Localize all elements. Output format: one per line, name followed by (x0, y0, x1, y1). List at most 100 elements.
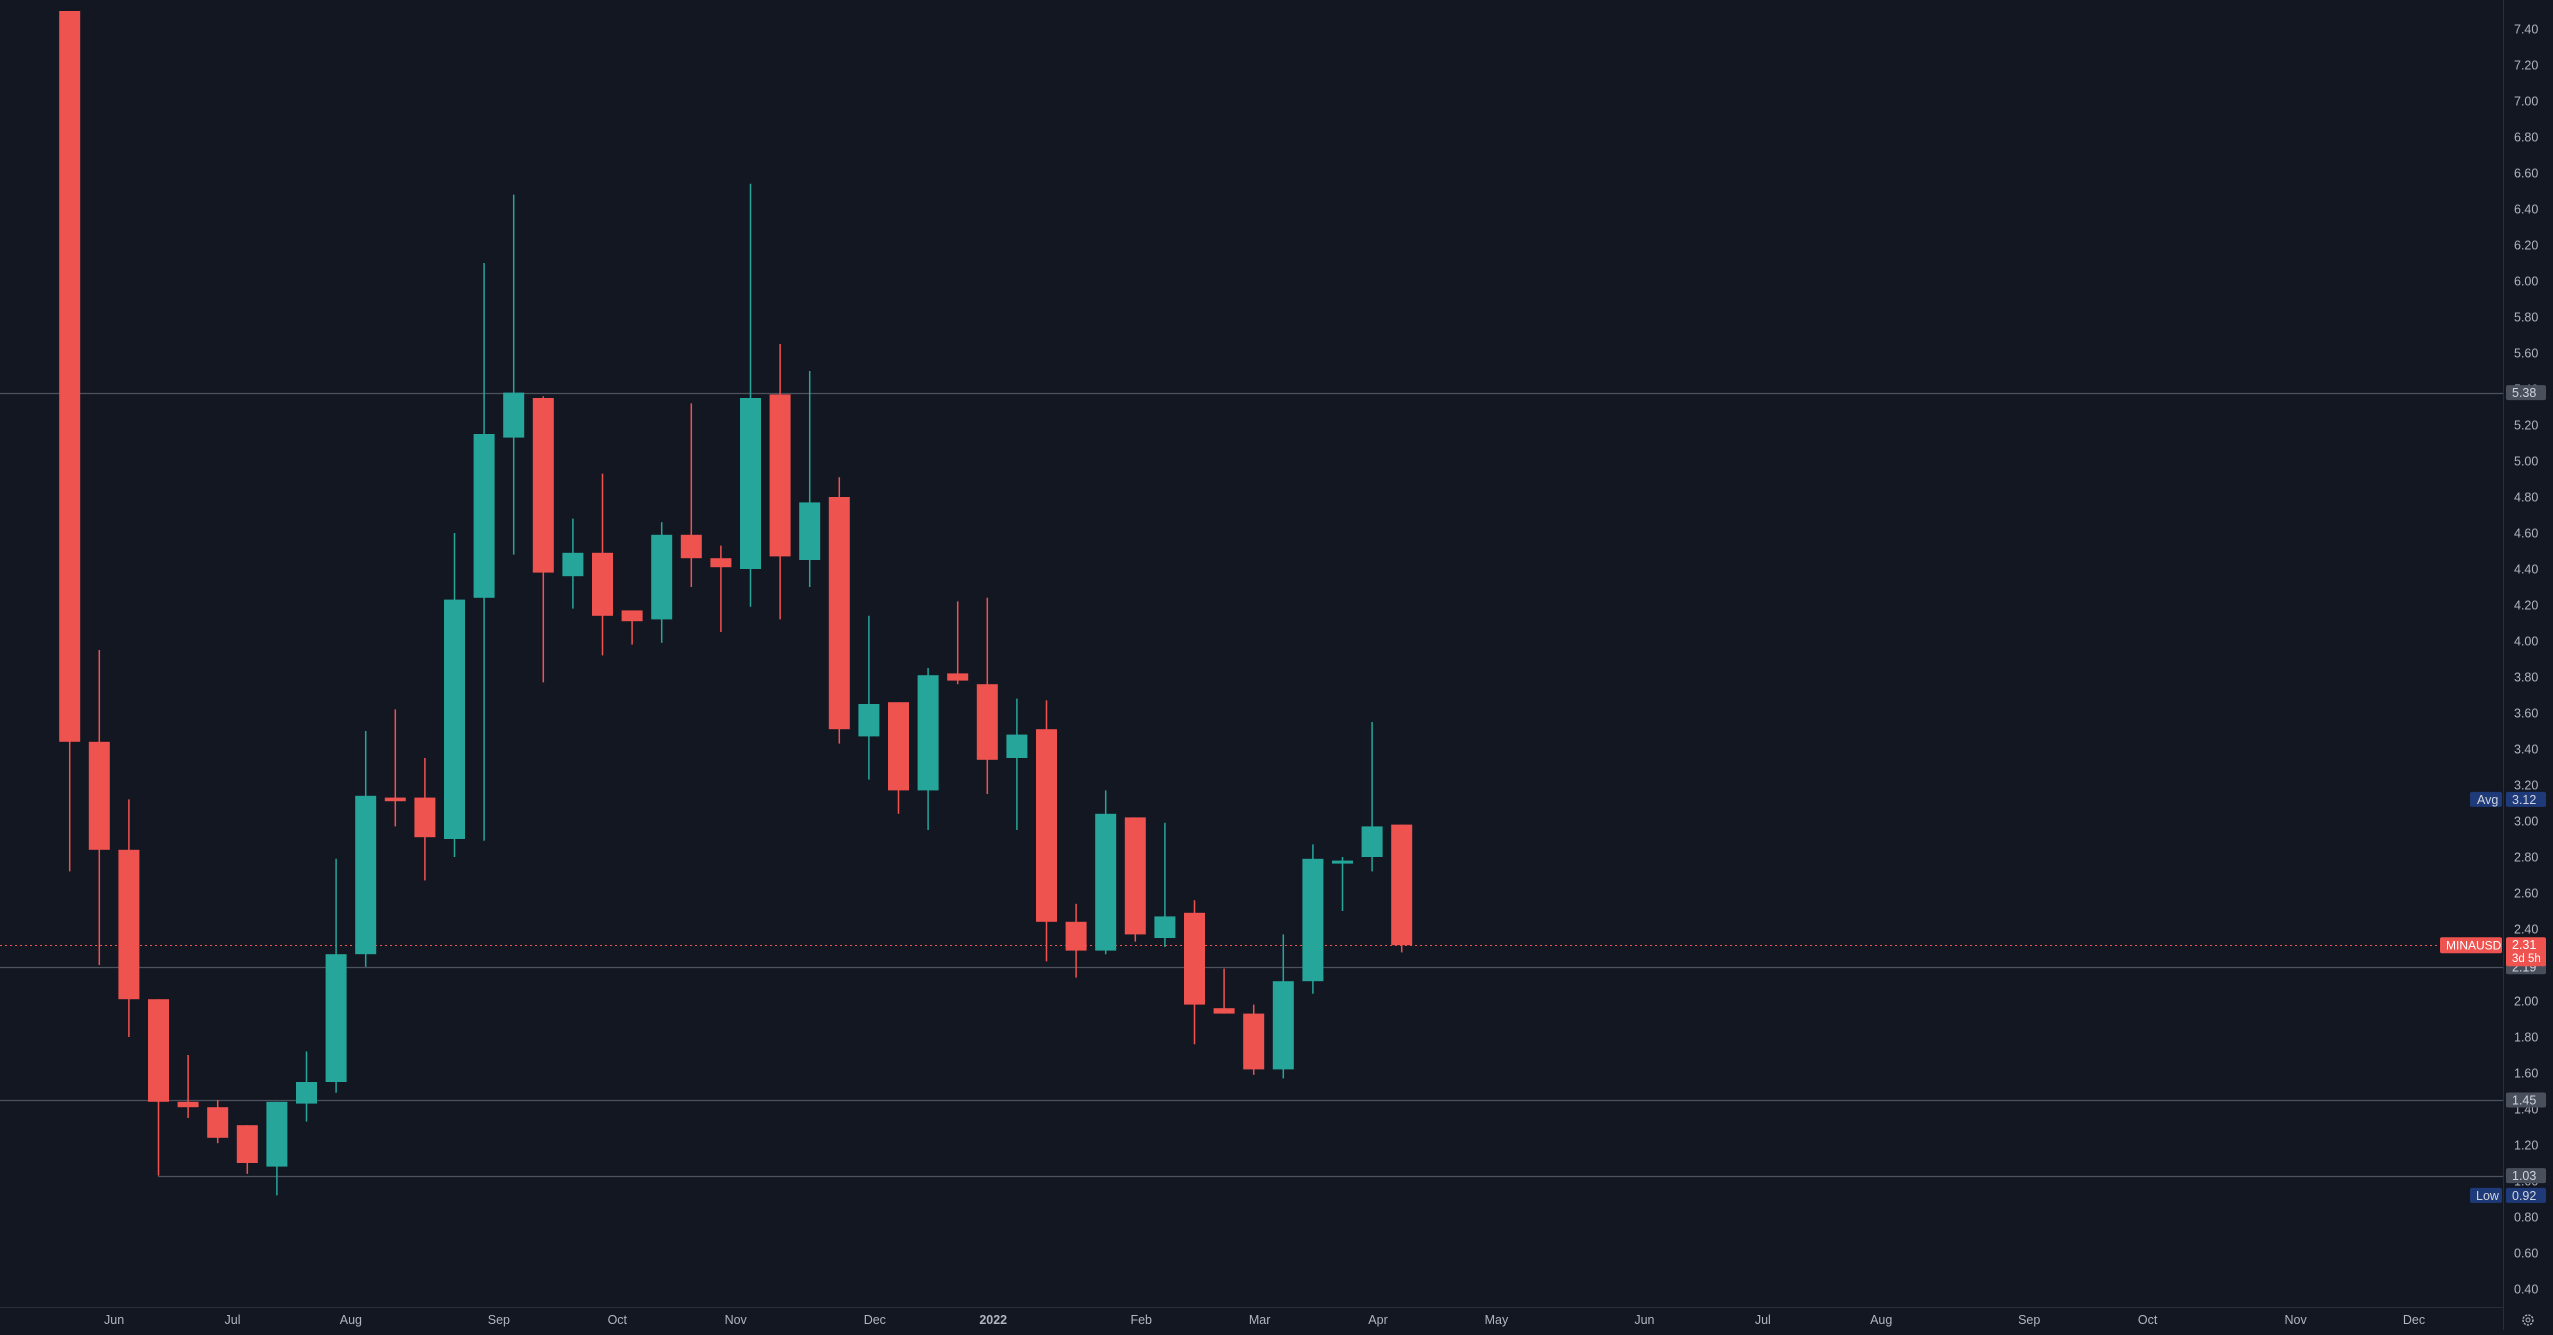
candle-down[interactable] (888, 702, 909, 791)
price-tick-label: 3.20 (2514, 779, 2538, 793)
candle-down[interactable] (680, 534, 702, 559)
candle-down[interactable] (1065, 921, 1087, 951)
candle-down[interactable] (88, 741, 110, 850)
candle-down[interactable] (828, 497, 850, 730)
avg-tag-bg (2470, 791, 2502, 807)
price-tick-label: 3.60 (2514, 707, 2538, 721)
price-tick-label: 0.60 (2514, 1247, 2538, 1261)
time-tick-label: Jul (1755, 1313, 1771, 1327)
candle-up[interactable] (1272, 981, 1294, 1070)
candle-up[interactable] (1302, 858, 1324, 982)
candle-down[interactable] (710, 558, 732, 568)
time-tick-label: Jun (1634, 1313, 1654, 1327)
price-tick-label: 5.80 (2514, 311, 2538, 325)
level-price-label-bg (2506, 1092, 2546, 1108)
candle-down[interactable] (592, 552, 613, 616)
price-tick-label: 0.80 (2514, 1211, 2538, 1225)
gear-icon[interactable] (2522, 1314, 2534, 1326)
candle-down[interactable] (532, 398, 554, 573)
candle-up[interactable] (740, 398, 761, 569)
candle-up[interactable] (917, 675, 939, 791)
candle-up[interactable] (1006, 734, 1028, 758)
candle-up[interactable] (266, 1101, 288, 1167)
candle-up[interactable] (296, 1082, 317, 1104)
avg-value-label: 3.12 (2512, 793, 2536, 807)
time-tick-label: Jun (104, 1313, 124, 1327)
candle-up[interactable] (858, 704, 880, 737)
gear-icon-ring (2522, 1314, 2534, 1326)
last-price-countdown: 3d 5h (2512, 953, 2541, 965)
candle-down[interactable] (769, 394, 791, 557)
level-price-label: 1.03 (2512, 1169, 2536, 1183)
candle-down[interactable] (976, 684, 998, 760)
time-tick-label: Aug (1870, 1313, 1892, 1327)
candle-down[interactable] (177, 1101, 199, 1108)
candle-down[interactable] (207, 1107, 229, 1138)
candle-down[interactable] (384, 797, 406, 802)
candle-up[interactable] (1154, 916, 1176, 938)
candle-up[interactable] (355, 795, 377, 955)
price-tick-label: 6.00 (2514, 275, 2538, 289)
candle-down[interactable] (621, 610, 643, 622)
price-tick-label: 2.40 (2514, 923, 2538, 937)
price-tick-label: 5.20 (2514, 419, 2538, 433)
candle-up[interactable] (444, 599, 465, 839)
candle-down[interactable] (236, 1125, 258, 1163)
candle-down[interactable] (1036, 729, 1057, 922)
time-tick-label: 2022 (979, 1313, 1007, 1327)
price-tick-label: 1.80 (2514, 1031, 2538, 1045)
candle-down[interactable] (947, 673, 969, 681)
symbol-tag-label: MINAUSD (2446, 939, 2502, 953)
price-tick-label: 1.20 (2514, 1139, 2538, 1153)
candle-down[interactable] (1391, 824, 1413, 946)
candle-up[interactable] (503, 392, 525, 438)
candle-up[interactable] (1332, 860, 1353, 864)
price-tick-label: 7.00 (2514, 95, 2538, 109)
candle-down[interactable] (148, 999, 169, 1102)
time-tick-label: Jul (225, 1313, 241, 1327)
time-tick-label: Sep (488, 1313, 510, 1327)
candle-up[interactable] (473, 434, 495, 598)
time-tick-label: Nov (725, 1313, 748, 1327)
low-value-label-bg (2506, 1187, 2546, 1203)
price-tick-label: 3.00 (2514, 815, 2538, 829)
level-price-label: 1.45 (2512, 1094, 2536, 1108)
price-tick-label: 6.40 (2514, 203, 2538, 217)
time-tick-label: May (1485, 1313, 1509, 1327)
candle-up[interactable] (1095, 813, 1117, 951)
candle-down[interactable] (414, 797, 436, 838)
candle-up[interactable] (651, 534, 673, 620)
time-tick-label: Apr (1368, 1313, 1387, 1327)
price-tick-label: 5.60 (2514, 347, 2538, 361)
price-tick-label: 4.00 (2514, 635, 2538, 649)
candle-down[interactable] (1184, 912, 1205, 1005)
price-tick-label: 5.00 (2514, 455, 2538, 469)
candle-down[interactable] (1243, 1013, 1265, 1070)
candle-up[interactable] (799, 502, 821, 560)
avg-tag-label: Avg (2477, 793, 2498, 807)
candle-down[interactable] (59, 11, 81, 742)
price-tick-label: 4.20 (2514, 599, 2538, 613)
time-tick-label: Oct (608, 1313, 628, 1327)
price-tick-label: 6.80 (2514, 131, 2538, 145)
time-tick-label: Dec (2403, 1313, 2425, 1327)
candle-down[interactable] (118, 849, 140, 1000)
price-tick-label: 7.40 (2514, 23, 2538, 37)
price-tick-label: 4.60 (2514, 527, 2538, 541)
price-tick-label: 3.40 (2514, 743, 2538, 757)
time-tick-label: Feb (1130, 1313, 1152, 1327)
level-price-label-bg (2506, 1168, 2546, 1184)
candle-up[interactable] (1361, 826, 1383, 857)
low-value-label: 0.92 (2512, 1189, 2536, 1203)
time-tick-label: Aug (340, 1313, 362, 1327)
time-tick-label: Sep (2018, 1313, 2040, 1327)
candle-up[interactable] (325, 954, 347, 1082)
price-tick-label: 6.20 (2514, 239, 2538, 253)
candle-up[interactable] (562, 552, 584, 577)
price-tick-label: 2.80 (2514, 851, 2538, 865)
candle-down[interactable] (1124, 817, 1146, 935)
candle-down[interactable] (1213, 1008, 1235, 1014)
